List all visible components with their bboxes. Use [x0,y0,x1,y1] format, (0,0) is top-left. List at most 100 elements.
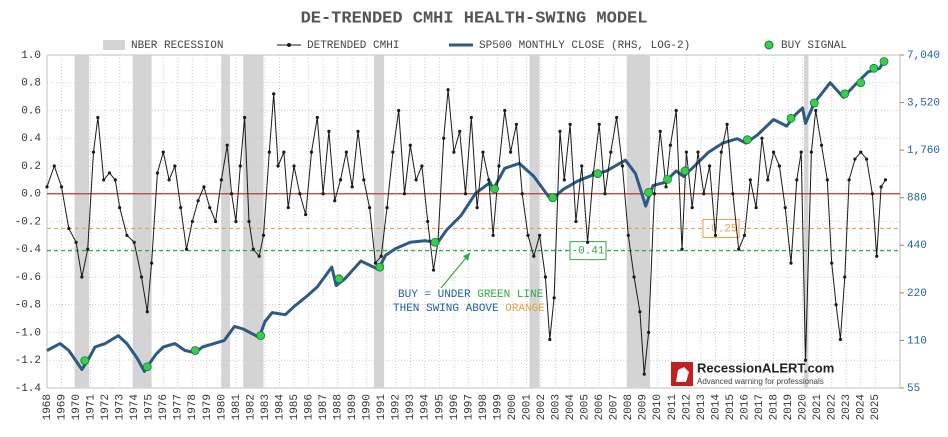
data-point [234,219,238,224]
data-point [879,185,883,189]
x-tick-label: 2011 [667,394,679,421]
data-point [562,178,566,182]
data-point [373,261,378,265]
x-tick-label: 2018 [768,394,780,420]
y-tick-label: -0.8 [15,300,41,312]
x-tick-label: 1979 [202,394,214,420]
data-point [864,157,869,161]
plot-area: -1.4 -1.2 -1.0 -0.8 -0.6 -0.4 -0.2 0.0 0.2 0.4 0.6… [15,50,940,421]
arrow-head [463,253,470,261]
data-point [184,247,189,251]
x-tick-label: 1992 [391,394,403,420]
data-point [526,233,530,237]
legend-label: DETRENDED CMHI [307,40,399,52]
data-point [402,192,407,196]
data-point [615,115,619,120]
data-point [52,164,56,168]
y-tick-label: -0.6 [15,272,41,284]
recession-band [529,55,540,388]
data-point [847,178,851,182]
data-point [520,192,524,196]
data-point [725,122,729,126]
annotation: BUY = UNDER GREEN LINE [398,289,544,301]
data-point [261,233,266,237]
y2-tick-label: 1,760 [907,145,940,157]
x-tick-label: 1975 [144,394,156,420]
x-tick-label: 2025 [870,394,882,420]
buy-signal [743,135,752,145]
data-point [825,178,829,182]
data-point [420,164,424,168]
data-point [819,143,824,147]
data-point [91,150,96,154]
y-tick-label: 0.0 [21,189,41,201]
legend-label: SP500 MONTHLY CLOSE (RHS, LOG-2) [479,40,690,52]
data-point [379,254,383,258]
data-point [481,150,485,154]
x-tick-label: 2013 [696,394,708,420]
y-tick-label: 1.0 [21,50,41,62]
data-point [276,164,280,168]
x-tick-label: 2021 [812,394,824,421]
data-point [125,233,129,237]
y2-tick-label: 110 [907,335,927,347]
data-point [597,122,601,126]
data-point [883,178,888,182]
data-point [830,261,834,265]
data-point [304,212,308,217]
data-point [315,115,319,120]
x-tick-label: 1996 [449,394,461,420]
x-tick-label: 1999 [492,394,504,420]
data-point [508,150,513,154]
x-tick-label: 1986 [303,394,315,420]
data-point [538,233,542,237]
x-tick-label: 1998 [478,394,490,420]
data-point [742,233,747,237]
data-point [385,206,389,210]
data-point [558,129,562,133]
buy-signal [840,89,850,99]
data-point [139,275,144,279]
data-point [59,185,64,189]
x-tick-label: 1982 [245,394,257,420]
data-point [585,240,590,244]
data-point [702,192,706,196]
data-point [213,219,218,224]
logo-name: RecessionALERT.com [697,360,834,375]
data-point [603,192,607,196]
x-tick-label: 2008 [623,394,635,420]
data-point [609,150,613,154]
data-point [838,337,843,342]
data-point [708,164,712,168]
x-tick-label: 2006 [594,394,606,420]
x-tick-label: 2012 [681,394,693,420]
data-point [626,233,630,237]
data-point [859,150,863,154]
recession-band [132,55,152,388]
y-tick-label: 0.4 [21,133,41,145]
data-point [350,185,354,189]
data-point [469,115,473,120]
buy-signal [256,331,266,341]
x-tick-label: 1972 [100,394,112,420]
data-point [225,143,229,147]
x-tick-label: 2009 [638,394,650,420]
data-point [777,164,781,168]
data-point [161,150,165,154]
y-tick-label: 0.2 [21,161,41,173]
data-point [431,268,436,272]
data-point [642,372,646,376]
x-tick-label: 2017 [754,394,766,420]
x-tick-label: 1977 [173,394,185,420]
x-tick-label: 1978 [187,394,199,420]
data-point [102,178,106,182]
y-tick-label: 0.6 [21,105,41,117]
legend-label: NBER RECESSION [131,40,223,52]
recession-band [373,55,385,388]
data-point [748,178,752,182]
x-tick-label: 1983 [260,394,272,420]
data-point [196,199,200,203]
data-point [344,150,348,154]
x-tick-label: 1976 [158,394,170,420]
x-tick-label: 2014 [710,394,722,421]
